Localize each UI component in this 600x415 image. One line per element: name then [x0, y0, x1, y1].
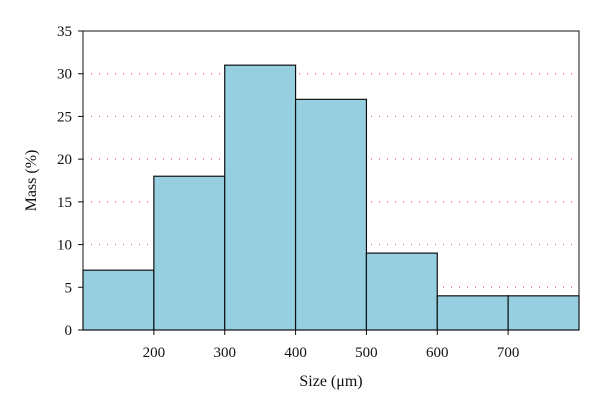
y-axis-label: Mass (%)	[23, 150, 40, 212]
bar-300-400	[224, 64, 297, 331]
plot-frame	[82, 30, 580, 331]
y-tick-label: 35	[57, 24, 72, 40]
x-axis-label: Size (μm)	[299, 373, 362, 390]
x-tick-label: 200	[143, 345, 166, 361]
y-tick-label: 30	[57, 67, 72, 83]
bar-100-200	[82, 269, 155, 331]
x-tick-label: 600	[426, 345, 449, 361]
bars	[82, 64, 580, 331]
bar-400-500	[294, 98, 368, 331]
x-axis-ticks: 200 300 400 500 600 700	[143, 330, 520, 361]
y-tick-label: 10	[57, 238, 72, 254]
y-tick-label: 0	[65, 323, 73, 339]
bar-700-800	[507, 295, 580, 331]
y-tick-label: 20	[57, 152, 72, 168]
bar-600-700	[436, 295, 509, 331]
x-tick-label: 300	[213, 345, 236, 361]
x-tick-label: 500	[355, 345, 378, 361]
y-axis-ticks: 0 5 10 15 20 25 30 35	[57, 24, 83, 339]
bar-500-600	[365, 252, 438, 331]
y-tick-label: 25	[57, 109, 72, 125]
x-tick-label: 400	[284, 345, 307, 361]
bar-200-300	[153, 175, 226, 331]
y-tick-label: 15	[57, 195, 72, 211]
x-tick-label: 700	[497, 345, 520, 361]
y-tick-label: 5	[65, 280, 73, 296]
